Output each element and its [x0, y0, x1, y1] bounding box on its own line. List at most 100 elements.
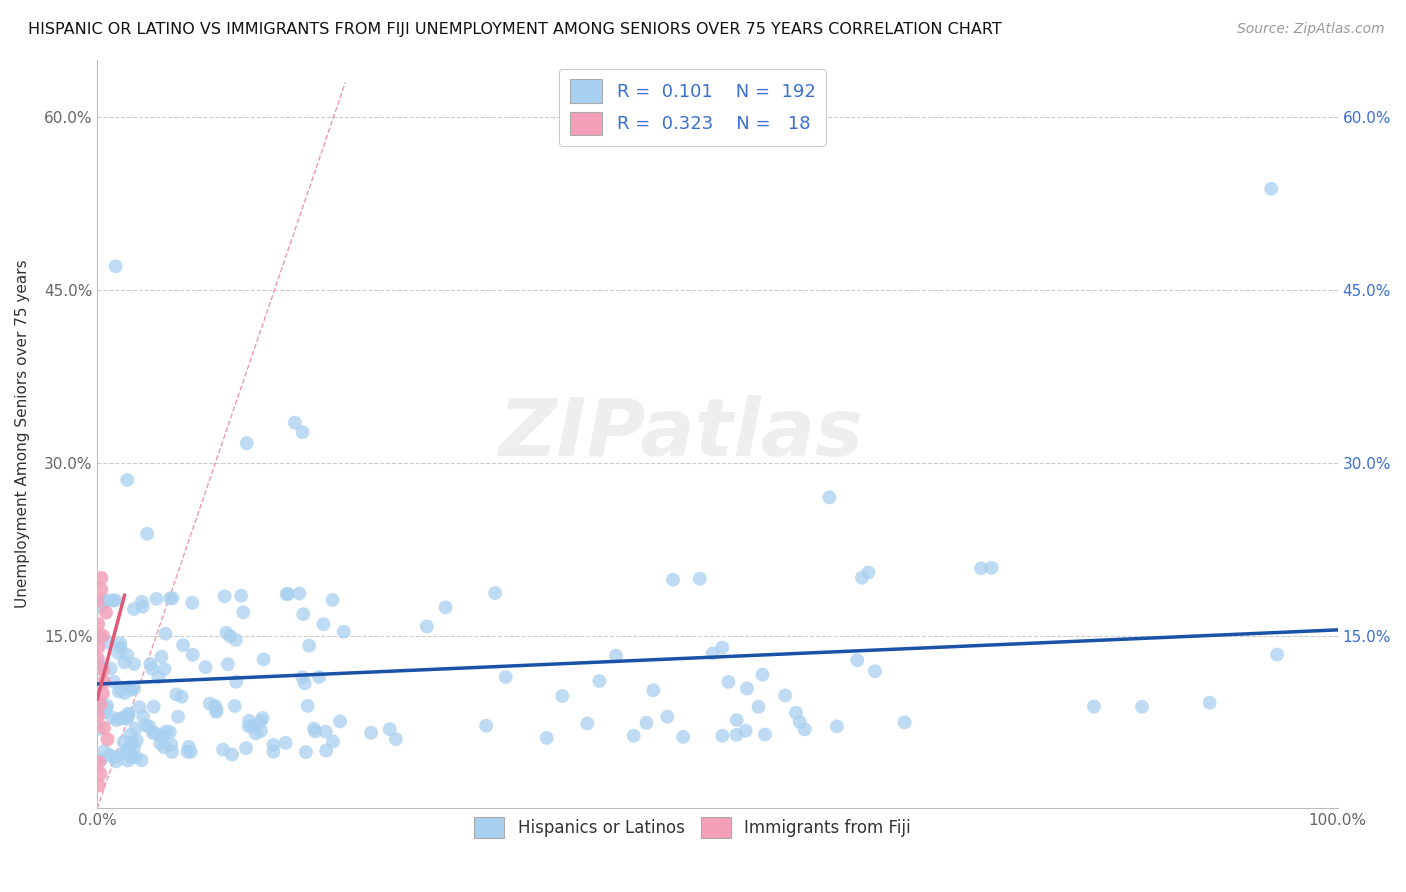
Point — [238, 719, 260, 733]
Point — [139, 657, 162, 671]
Point — [711, 729, 734, 743]
Point — [115, 743, 138, 757]
Point — [153, 662, 176, 676]
Point — [240, 719, 263, 733]
Point — [128, 700, 150, 714]
Point — [277, 587, 299, 601]
Point — [212, 742, 235, 756]
Point — [105, 713, 128, 727]
Point — [416, 619, 439, 633]
Point — [262, 738, 284, 752]
Point — [91, 661, 114, 675]
Point — [315, 743, 337, 757]
Point — [274, 736, 297, 750]
Point — [104, 750, 127, 764]
Y-axis label: Unemployment Among Seniors over 75 years: Unemployment Among Seniors over 75 years — [15, 260, 30, 608]
Point — [104, 593, 127, 607]
Point — [717, 674, 740, 689]
Point — [1260, 182, 1282, 196]
Point — [93, 721, 115, 735]
Point — [150, 730, 173, 744]
Point — [90, 752, 112, 766]
Point — [121, 749, 143, 764]
Point — [114, 686, 136, 700]
Text: ZIPatlas: ZIPatlas — [498, 395, 863, 473]
Point — [252, 652, 274, 666]
Point — [114, 656, 136, 670]
Point — [152, 728, 174, 742]
Point — [94, 606, 117, 620]
Point — [142, 699, 165, 714]
Point — [302, 722, 325, 736]
Text: HISPANIC OR LATINO VS IMMIGRANTS FROM FIJI UNEMPLOYMENT AMONG SENIORS OVER 75 YE: HISPANIC OR LATINO VS IMMIGRANTS FROM FI… — [28, 22, 1002, 37]
Point — [96, 701, 118, 715]
Point — [170, 690, 193, 704]
Point — [643, 683, 665, 698]
Point — [735, 681, 758, 696]
Point — [98, 593, 121, 607]
Point — [149, 737, 172, 751]
Point — [711, 640, 734, 655]
Point — [162, 591, 184, 606]
Point — [725, 728, 748, 742]
Point — [131, 753, 153, 767]
Point — [155, 626, 177, 640]
Point — [297, 698, 319, 713]
Point — [115, 648, 138, 662]
Point — [97, 635, 120, 649]
Point — [249, 714, 271, 728]
Point — [120, 682, 142, 697]
Point — [117, 709, 139, 723]
Point — [121, 735, 143, 749]
Point — [789, 714, 811, 729]
Point — [245, 726, 267, 740]
Point — [120, 728, 142, 742]
Point — [118, 680, 141, 694]
Point — [231, 589, 253, 603]
Point — [112, 735, 135, 749]
Point — [132, 709, 155, 723]
Point — [160, 745, 183, 759]
Point — [205, 703, 228, 717]
Point — [132, 599, 155, 614]
Point — [232, 605, 254, 619]
Point — [288, 586, 311, 600]
Point — [138, 719, 160, 733]
Point — [101, 711, 124, 725]
Point — [1198, 696, 1220, 710]
Point — [145, 591, 167, 606]
Point — [122, 657, 145, 671]
Point — [117, 706, 139, 721]
Point — [219, 629, 242, 643]
Point — [117, 754, 139, 768]
Point — [118, 742, 141, 756]
Point — [124, 722, 146, 736]
Point — [322, 734, 344, 748]
Point — [90, 571, 112, 585]
Point — [108, 636, 131, 650]
Point — [110, 682, 132, 697]
Point — [198, 697, 221, 711]
Point — [1130, 699, 1153, 714]
Point — [214, 590, 236, 604]
Point — [980, 561, 1002, 575]
Point — [662, 573, 685, 587]
Point — [167, 710, 190, 724]
Point — [87, 722, 110, 736]
Point — [818, 491, 841, 505]
Point — [298, 639, 321, 653]
Point — [143, 725, 166, 739]
Point — [125, 733, 148, 747]
Point — [90, 599, 112, 614]
Point — [725, 713, 748, 727]
Point — [385, 732, 408, 747]
Point — [1265, 648, 1288, 662]
Point — [108, 712, 131, 726]
Point — [115, 712, 138, 726]
Point — [308, 670, 330, 684]
Legend: Hispanics or Latinos, Immigrants from Fiji: Hispanics or Latinos, Immigrants from Fi… — [468, 810, 918, 845]
Point — [125, 750, 148, 764]
Point — [87, 656, 110, 670]
Point — [180, 745, 202, 759]
Point — [87, 778, 110, 792]
